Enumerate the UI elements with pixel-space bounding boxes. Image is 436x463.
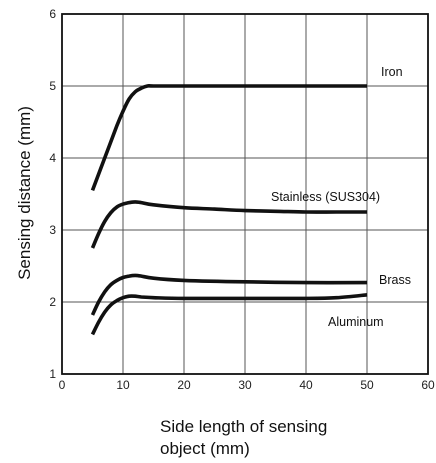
x-tick-labels: 0 10 20 30 40 50 60: [59, 378, 435, 392]
series-label-stainless: Stainless (SUS304): [271, 190, 380, 204]
x-tick-label: 50: [360, 378, 374, 392]
series-line-iron: [90, 84, 367, 192]
x-tick-label: 10: [116, 378, 130, 392]
x-tick-label: 40: [299, 378, 313, 392]
y-tick-label: 2: [49, 295, 56, 309]
y-axis-title: Sensing distance (mm): [15, 106, 34, 280]
y-tick-label: 6: [49, 7, 56, 21]
series-label-aluminum: Aluminum: [328, 315, 384, 329]
x-tick-label: 20: [177, 378, 191, 392]
series-label-brass: Brass: [379, 273, 411, 287]
series-label-iron: Iron: [381, 65, 403, 79]
series-line-aluminum: [90, 293, 368, 336]
series-lines: [90, 84, 368, 336]
plot-frame: [61, 13, 429, 375]
y-tick-label: 5: [49, 79, 56, 93]
series-line-stainless-sus304: [90, 200, 367, 249]
x-tick-label: 0: [59, 378, 66, 392]
x-axis-title-line-1: Side length of sensing: [160, 417, 327, 436]
series-line-brass: [90, 273, 368, 316]
y-tick-label: 4: [49, 151, 56, 165]
x-tick-label: 30: [238, 378, 252, 392]
y-tick-label: 1: [49, 367, 56, 381]
x-axis-title-line-2: object (mm): [160, 439, 250, 458]
x-tick-label: 60: [421, 378, 435, 392]
y-tick-label: 3: [49, 223, 56, 237]
y-tick-labels: 1 2 3 4 5 6: [49, 7, 56, 381]
